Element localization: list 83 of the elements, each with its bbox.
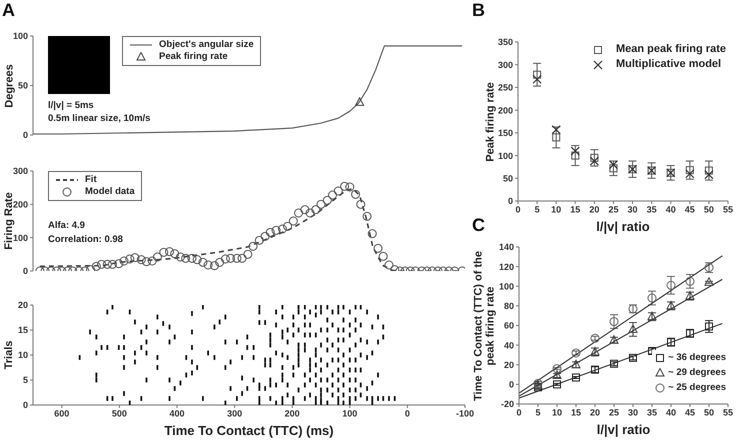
y-tick-label: 250 <box>498 82 513 93</box>
y-tick-label: 10 <box>18 350 28 360</box>
x-tick-label: 10 <box>551 204 562 214</box>
chart-title: B <box>472 0 485 21</box>
y-tick-label: 0 <box>508 380 514 390</box>
y-tick-label: 0 <box>508 196 513 206</box>
x-tick-label: 40 <box>666 407 676 418</box>
y-tick-label: 5 <box>22 375 28 386</box>
y-tick-label: 100 <box>12 232 28 243</box>
chart-title: C <box>472 215 485 236</box>
y-tick-label: 60 <box>504 320 514 331</box>
y-tick-label: 40 <box>504 340 514 350</box>
x-tick-label: 20 <box>590 407 600 418</box>
x-tick-label: 40 <box>666 204 676 214</box>
y-tick-label: 300 <box>498 60 513 70</box>
legend-label: Mean peak firing rate <box>616 42 726 57</box>
x-tick-label: 5 <box>534 204 540 214</box>
annotation: l/|v| = 5ms <box>48 100 94 111</box>
x-tick-label: 15 <box>570 407 582 418</box>
y-axis-title: Time To Contact (TTC) of the peak firing rate <box>472 250 496 400</box>
y-tick-label: 120 <box>498 262 514 272</box>
x-tick-label: 10 <box>552 407 562 418</box>
x-tick-label: 50 <box>704 204 714 214</box>
y-tick-label: 140 <box>498 242 514 252</box>
annotation: Correlation: 0.98 <box>48 234 123 245</box>
y-tick-label: 15 <box>18 325 28 336</box>
x-tick-label: 0 <box>515 204 521 214</box>
legend-label: Peak firing rate <box>159 51 228 63</box>
x-tick-label: 0 <box>516 407 522 418</box>
x-tick-label: 600 <box>54 408 70 418</box>
x-axis-title: l/|v| ratio <box>596 422 652 437</box>
legend-label: ~ 36 degrees <box>668 351 726 365</box>
y-tick-label: 350 <box>498 37 513 48</box>
x-tick-label: -100 <box>456 408 474 418</box>
y-tick-label: 50 <box>18 80 28 91</box>
x-axis-title: Time To Contact (TTC) (ms) <box>163 423 335 438</box>
x-tick-label: 200 <box>284 408 300 418</box>
legend-label: ~ 29 degrees <box>668 366 726 380</box>
y-tick-label: 100 <box>498 150 513 161</box>
x-tick-label: 5 <box>535 407 541 418</box>
x-tick-label: 50 <box>704 407 714 418</box>
x-tick-label: 45 <box>684 204 695 214</box>
legend-label: ~ 25 degrees <box>668 381 726 395</box>
legend-label: Model data <box>85 186 135 198</box>
y-tick-label: 150 <box>498 128 513 138</box>
y-tick-label: 0 <box>22 400 28 410</box>
annotation: Alfa: 4.9 <box>48 220 85 231</box>
y-tick-label: -20 <box>500 399 514 410</box>
y-tick-label: 300 <box>12 166 28 176</box>
legend-label: Fit <box>85 174 97 186</box>
y-tick-label: 20 <box>504 360 514 370</box>
x-axis-title: l/|v| ratio <box>595 219 651 234</box>
y-axis-title: Degrees <box>3 64 15 108</box>
x-tick-label: 100 <box>342 408 358 418</box>
x-tick-label: 55 <box>722 204 734 214</box>
y-axis-title: Trials <box>3 340 15 372</box>
x-tick-label: 400 <box>169 408 185 418</box>
x-tick-label: 35 <box>646 204 657 214</box>
x-tick-label: 0 <box>404 408 410 418</box>
y-tick-label: 0 <box>22 130 28 140</box>
y-axis-title: Peak firing rate <box>484 80 496 164</box>
annotation: 0.5m linear size, 10m/s <box>48 113 150 124</box>
y-tick-label: 80 <box>504 301 514 312</box>
x-tick-label: 35 <box>646 407 658 418</box>
y-tick-label: 200 <box>498 105 513 116</box>
x-tick-label: 30 <box>628 407 638 418</box>
x-tick-label: 30 <box>628 204 638 214</box>
legend-label: Object's angular size <box>159 39 254 51</box>
chart-title: A <box>2 0 15 21</box>
y-tick-label: 100 <box>498 281 514 292</box>
y-tick-label: 20 <box>18 300 28 310</box>
x-tick-label: 300 <box>227 408 242 418</box>
x-tick-label: 500 <box>112 408 127 418</box>
legend-label: Multiplicative model <box>616 57 722 72</box>
y-tick-label: 0 <box>22 266 28 276</box>
x-tick-label: 55 <box>722 407 734 418</box>
x-tick-label: 25 <box>608 204 618 214</box>
x-tick-label: 15 <box>570 204 580 214</box>
x-tick-label: 45 <box>684 407 696 418</box>
x-tick-label: 20 <box>589 204 600 214</box>
x-tick-label: 25 <box>608 407 620 418</box>
y-tick-label: 100 <box>12 31 28 42</box>
y-tick-label: 50 <box>502 173 513 184</box>
